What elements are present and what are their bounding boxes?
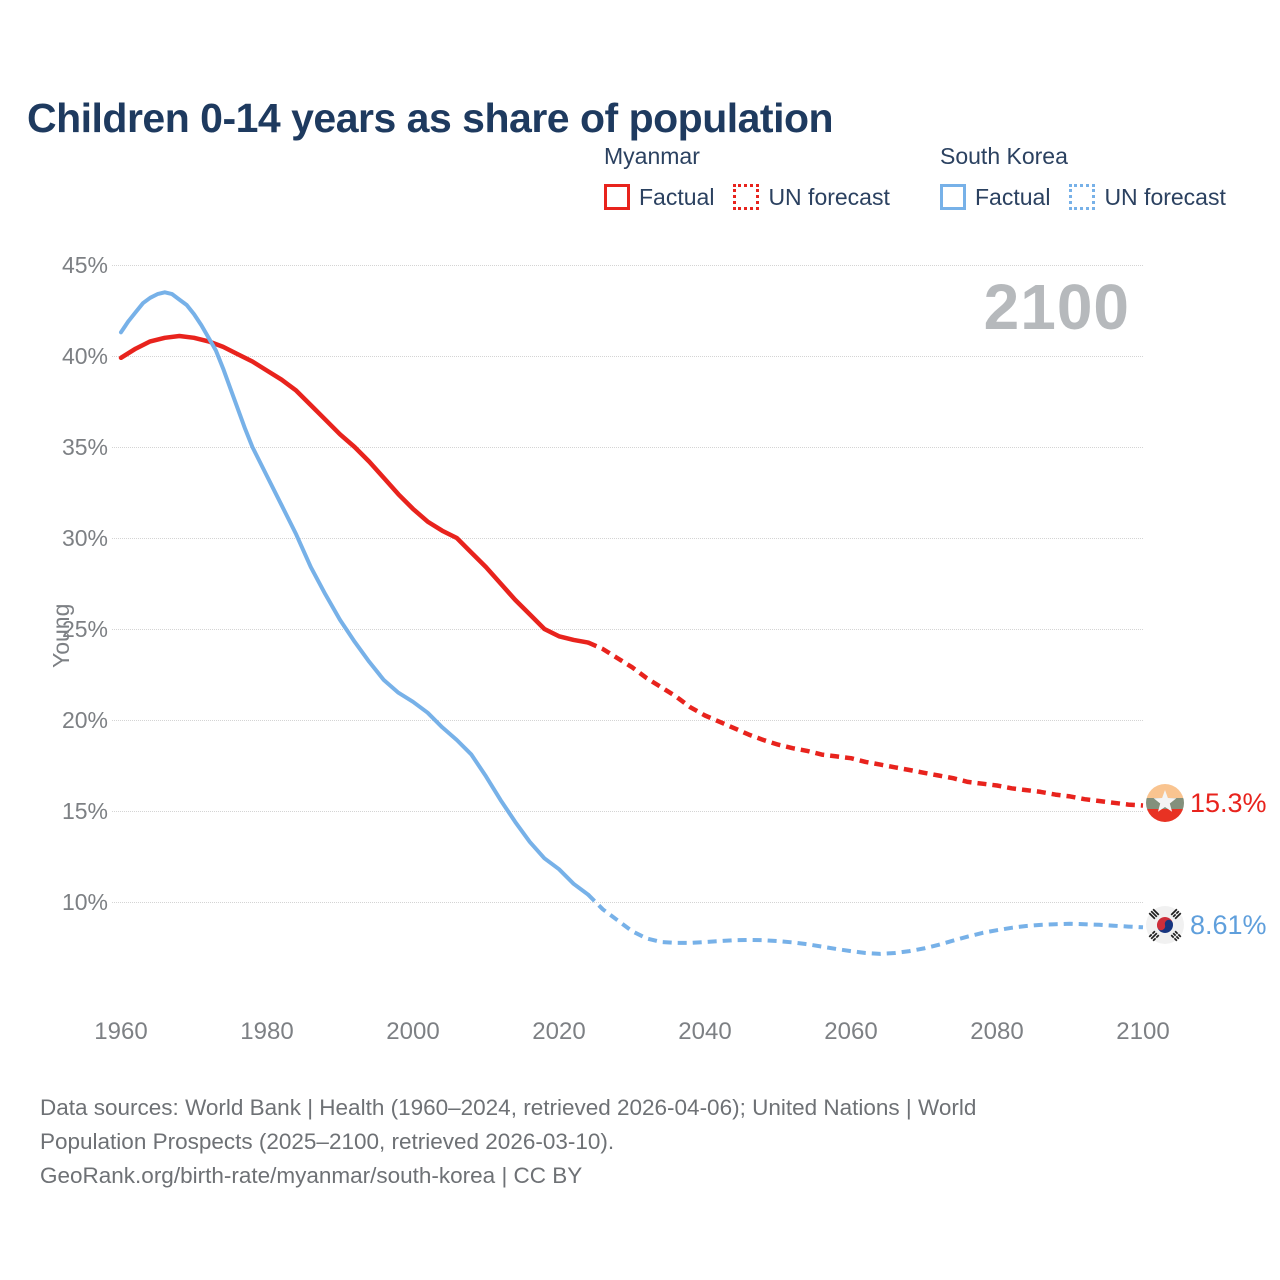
myanmar-flag-icon (1146, 784, 1184, 822)
x-tick-label: 2040 (678, 1018, 732, 1045)
y-tick-label: 35% (61, 434, 108, 460)
y-tick-label: 45% (61, 252, 108, 278)
y-tick-label: 15% (61, 798, 108, 824)
x-tick-label: 1960 (94, 1018, 148, 1045)
y-tick-label: 30% (61, 525, 108, 551)
gridline-15 (112, 810, 1143, 812)
gridline-25 (112, 628, 1143, 630)
x-tick-label: 2100 (1116, 1018, 1170, 1045)
year-watermark: 2100 (983, 271, 1130, 343)
myanmar-factual-swatch[interactable] (604, 184, 630, 210)
gridline-30 (112, 537, 1143, 539)
gridline-45 (112, 264, 1143, 266)
footer-line-2: Population Prospects (2025–2100, retriev… (40, 1129, 615, 1154)
footer-line-3[interactable]: GeoRank.org/birth-rate/myanmar/south-kor… (40, 1163, 583, 1188)
footer-line-1: Data sources: World Bank | Health (1960–… (40, 1095, 977, 1120)
gridline-40 (112, 355, 1143, 357)
y-tick-label: 25% (61, 616, 108, 642)
gridline-10 (112, 901, 1143, 903)
gridline-20 (112, 719, 1143, 721)
myanmar-factual-label[interactable]: Factual (639, 183, 715, 210)
y-tick-label: 10% (61, 889, 108, 915)
x-tick-label: 1980 (240, 1018, 294, 1045)
myanmar-forecast-swatch[interactable] (733, 184, 760, 210)
y-tick-label: 40% (61, 343, 108, 369)
south-korea-end-value: 8.61% (1190, 909, 1267, 940)
south-korea-flag-icon (1146, 906, 1184, 944)
page-title: Children 0-14 years as share of populati… (27, 95, 834, 142)
legend-header-south-korea: South Korea (940, 143, 1068, 169)
series-line-south-korea-un-forecast (586, 893, 1144, 956)
south-korea-forecast-label[interactable]: UN forecast (1104, 183, 1226, 210)
y-axis-title: Young (48, 603, 74, 668)
x-tick-label: 2020 (532, 1018, 586, 1045)
legend-row-myanmar: Factual UN forecast (604, 183, 890, 211)
south-korea-forecast-swatch[interactable] (1069, 184, 1096, 210)
x-tick-label: 2060 (824, 1018, 878, 1045)
end-label-myanmar: 15.3% (1146, 784, 1267, 822)
series-line-south-korea-factual (119, 290, 591, 897)
x-tick-label: 2000 (386, 1018, 440, 1045)
gridline-35 (112, 446, 1143, 448)
series-line-myanmar-un-forecast (587, 640, 1144, 808)
south-korea-factual-swatch[interactable] (940, 184, 966, 210)
myanmar-forecast-label[interactable]: UN forecast (768, 183, 890, 210)
legend-header-myanmar: Myanmar (604, 143, 700, 169)
end-label-south-korea: 8.61% (1146, 906, 1267, 944)
myanmar-end-value: 15.3% (1190, 787, 1267, 818)
footer-sources: Data sources: World Bank | Health (1960–… (40, 1091, 976, 1193)
series-line-myanmar-factual (118, 333, 591, 645)
y-tick-label: 20% (61, 707, 108, 733)
south-korea-factual-label[interactable]: Factual (975, 183, 1051, 210)
x-tick-label: 2080 (970, 1018, 1024, 1045)
legend-row-south-korea: Factual UN forecast (940, 183, 1226, 211)
